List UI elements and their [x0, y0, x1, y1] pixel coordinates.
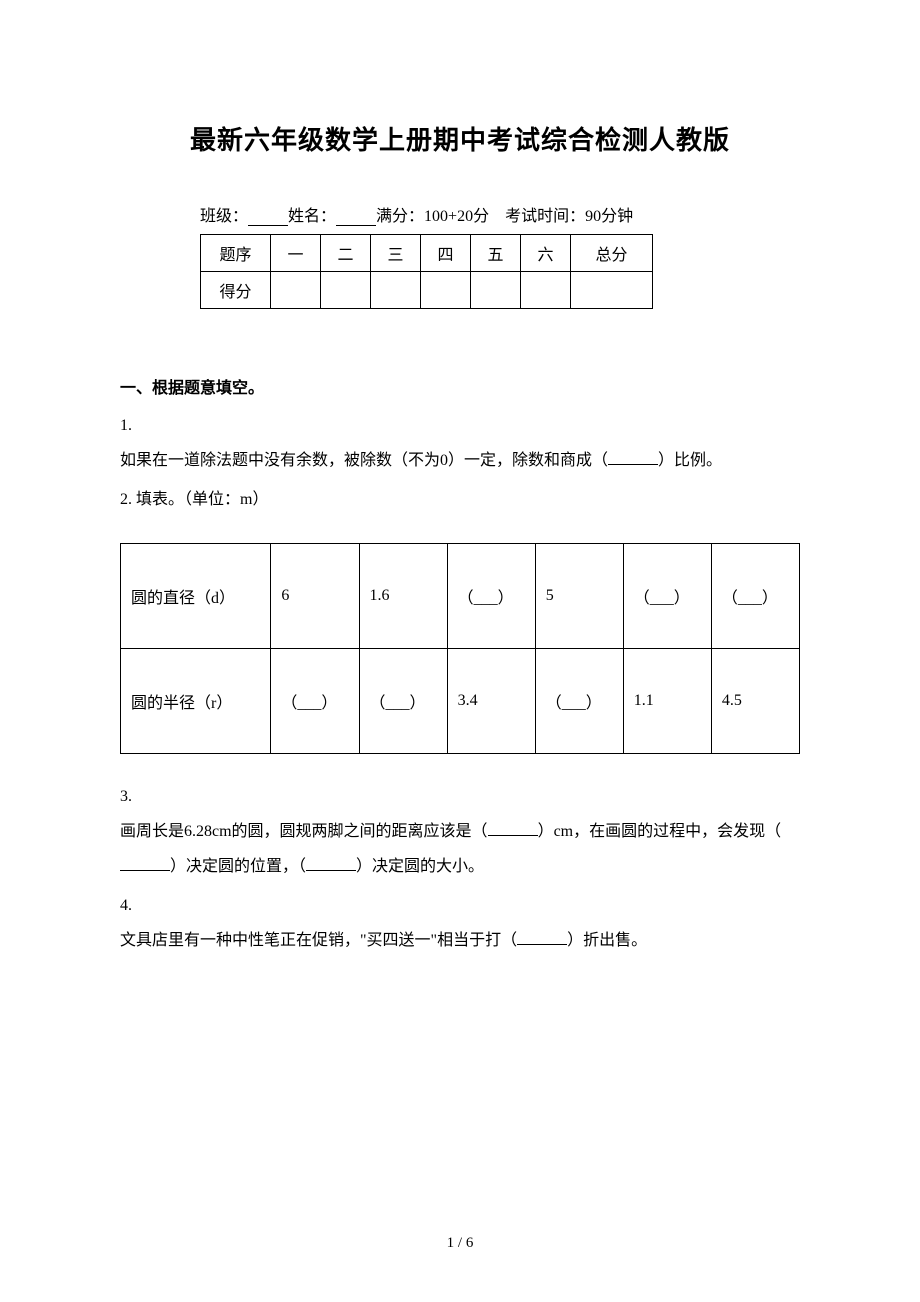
table-cell: 1.6 — [359, 543, 447, 648]
score-col-3: 三 — [371, 235, 421, 272]
fullscore-value: 100+20分 — [424, 208, 489, 225]
score-cell — [271, 272, 321, 309]
document-title: 最新六年级数学上册期中考试综合检测人教版 — [120, 120, 800, 157]
score-table-score-row: 得分 — [201, 272, 653, 309]
page-number: 1 / 6 — [0, 1235, 920, 1252]
table-cell: （___） — [447, 543, 535, 648]
table-cell: （___） — [535, 648, 623, 753]
circle-data-table: 圆的直径（d） 6 1.6 （___） 5 （___） （___） 圆的半径（r… — [120, 543, 800, 754]
q1-blank — [608, 449, 658, 465]
exam-info-line: 班级： 姓名： 满分：100+20分 考试时间：90分钟 — [120, 202, 800, 226]
score-table: 题序 一 二 三 四 五 六 总分 得分 — [200, 234, 653, 309]
question-2: 2. 填表。（单位：m） — [120, 482, 800, 517]
score-col-6: 六 — [521, 235, 571, 272]
table-row-radius: 圆的半径（r） （___） （___） 3.4 （___） 1.1 4.5 — [121, 648, 800, 753]
score-col-2: 二 — [321, 235, 371, 272]
q1-text-a: 如果在一道除法题中没有余数，被除数（不为0）一定，除数和商成（ — [120, 452, 608, 469]
score-cell — [371, 272, 421, 309]
table-cell: （___） — [711, 543, 799, 648]
question-1: 1. 如果在一道除法题中没有余数，被除数（不为0）一定，除数和商成（ ）比例。 — [120, 408, 800, 478]
examtime-label: 考试时间： — [505, 208, 585, 225]
q4-text-b: ）折出售。 — [567, 932, 647, 949]
section-heading: 一、根据题意填空。 — [120, 374, 800, 398]
score-cell — [421, 272, 471, 309]
q2-text: 填表。（单位：m） — [136, 491, 268, 508]
q3-blank-2 — [120, 855, 170, 871]
q3-blank-3 — [306, 855, 356, 871]
score-cell — [571, 272, 653, 309]
score-table-header-row: 题序 一 二 三 四 五 六 总分 — [201, 235, 653, 272]
question-4: 4. 文具店里有一种中性笔正在促销，"买四送一"相当于打（ ）折出售。 — [120, 888, 800, 958]
table-cell: 1.1 — [623, 648, 711, 753]
score-col-5: 五 — [471, 235, 521, 272]
score-cell — [321, 272, 371, 309]
q3-text-a: 画周长是6.28cm的圆，圆规两脚之间的距离应该是（ — [120, 823, 488, 840]
q1-number: 1. — [120, 417, 132, 434]
score-col-1: 一 — [271, 235, 321, 272]
table-cell: （___） — [271, 648, 359, 753]
fullscore-label: 满分： — [376, 208, 424, 225]
score-cell — [471, 272, 521, 309]
q3-number: 3. — [120, 788, 132, 805]
score-col-total: 总分 — [571, 235, 653, 272]
class-label: 班级： — [200, 208, 248, 225]
q3-text-b: ）cm，在画圆的过程中，会发现（ — [538, 823, 782, 840]
score-col-4: 四 — [421, 235, 471, 272]
table-cell: （___） — [623, 543, 711, 648]
table-cell: （___） — [359, 648, 447, 753]
name-blank — [336, 208, 376, 226]
question-3: 3. 画周长是6.28cm的圆，圆规两脚之间的距离应该是（ ）cm，在画圆的过程中… — [120, 779, 800, 885]
diameter-label: 圆的直径（d） — [121, 543, 271, 648]
examtime-value: 90分钟 — [585, 208, 633, 225]
score-cell — [521, 272, 571, 309]
table-row-diameter: 圆的直径（d） 6 1.6 （___） 5 （___） （___） — [121, 543, 800, 648]
q4-blank — [517, 929, 567, 945]
q2-number: 2. — [120, 491, 132, 508]
table-cell: 6 — [271, 543, 359, 648]
q3-text-d: ）决定圆的大小。 — [356, 858, 484, 875]
table-cell: 3.4 — [447, 648, 535, 753]
class-blank — [248, 208, 288, 226]
q3-blank-1 — [488, 820, 538, 836]
q4-text-a: 文具店里有一种中性笔正在促销，"买四送一"相当于打（ — [120, 932, 517, 949]
score-row1-label: 题序 — [201, 235, 271, 272]
radius-label: 圆的半径（r） — [121, 648, 271, 753]
score-row2-label: 得分 — [201, 272, 271, 309]
q1-text-b: ）比例。 — [658, 452, 722, 469]
table-cell: 4.5 — [711, 648, 799, 753]
name-label: 姓名： — [288, 208, 336, 225]
q4-number: 4. — [120, 897, 132, 914]
q3-text-c: ）决定圆的位置，（ — [170, 858, 306, 875]
table-cell: 5 — [535, 543, 623, 648]
